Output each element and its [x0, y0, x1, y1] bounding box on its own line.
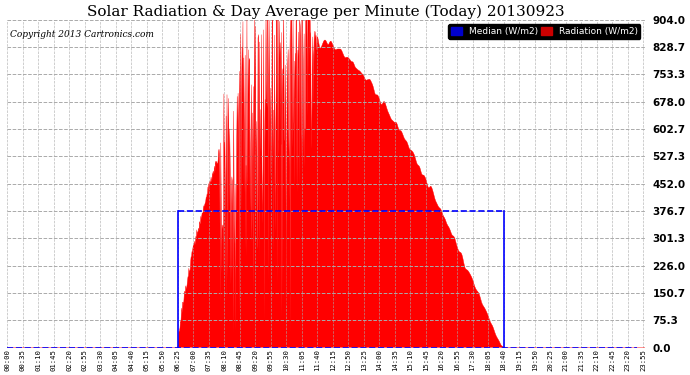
- Text: Copyright 2013 Cartronics.com: Copyright 2013 Cartronics.com: [10, 30, 155, 39]
- Legend: Median (W/m2), Radiation (W/m2): Median (W/m2), Radiation (W/m2): [448, 24, 640, 39]
- Title: Solar Radiation & Day Average per Minute (Today) 20130923: Solar Radiation & Day Average per Minute…: [87, 4, 565, 18]
